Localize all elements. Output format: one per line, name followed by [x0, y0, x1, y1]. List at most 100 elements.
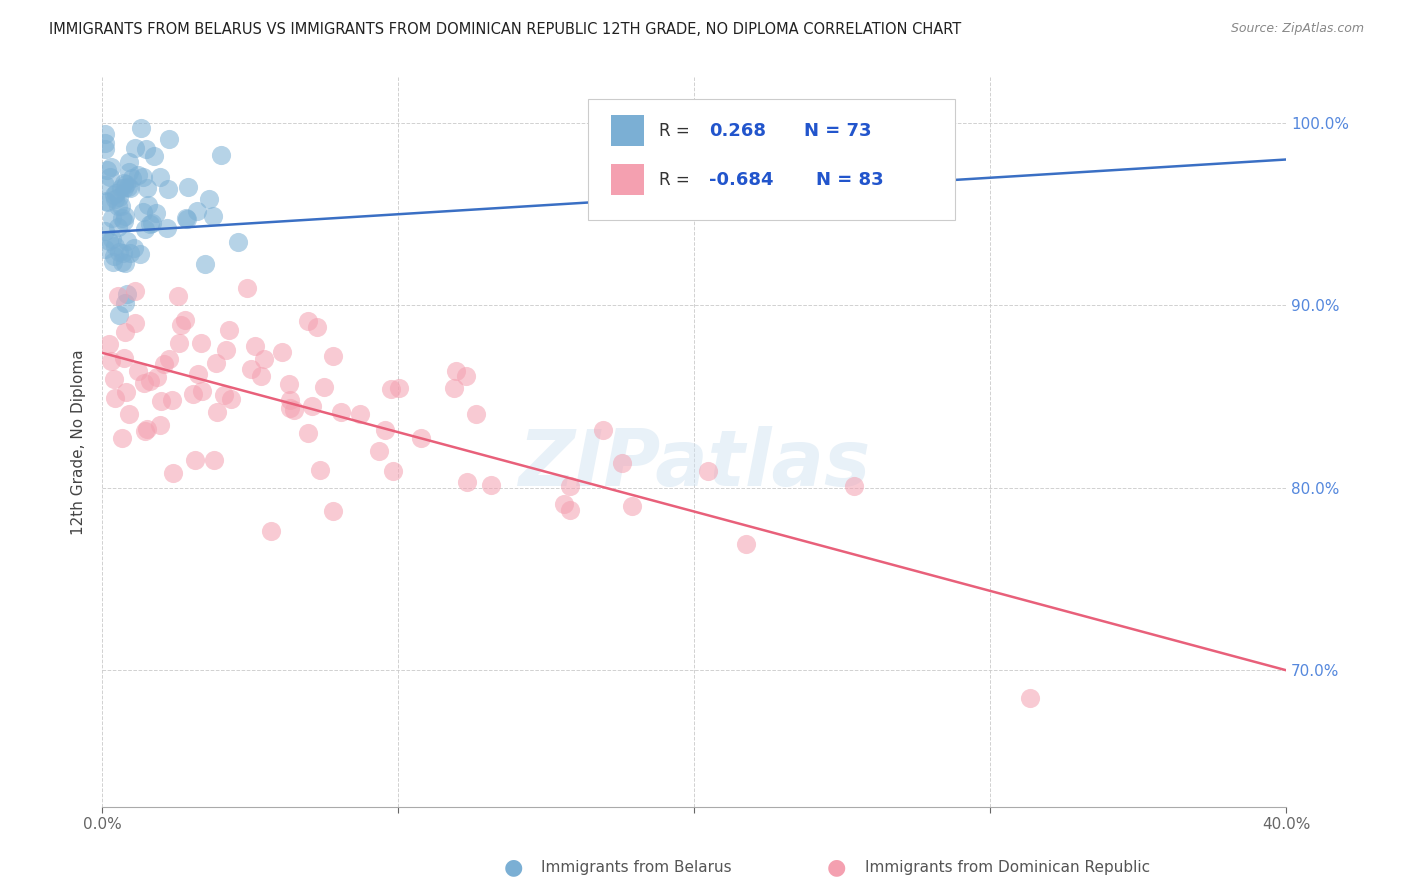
Point [322, 349, 344, 363]
Point [560, 479, 582, 493]
Point [136, 198, 159, 212]
Point [127, 168, 149, 182]
Point [94, 178, 117, 192]
Text: ZIPatlas: ZIPatlas [517, 426, 870, 502]
Point [100, 211, 122, 225]
Point [278, 401, 301, 415]
Point [156, 220, 179, 235]
Point [218, 323, 240, 337]
Point [240, 362, 263, 376]
Point [112, 176, 135, 190]
Point [117, 154, 139, 169]
Text: R =: R = [658, 121, 695, 140]
Point [190, 335, 212, 350]
Point [479, 478, 502, 492]
Point [443, 381, 465, 395]
Point [553, 497, 575, 511]
Point [145, 205, 167, 219]
Point [114, 384, 136, 399]
Point [157, 132, 180, 146]
Point [134, 221, 156, 235]
Text: R =: R = [658, 170, 695, 188]
Point [621, 499, 644, 513]
Point [104, 239, 127, 253]
Point [114, 210, 136, 224]
Point [94, 243, 117, 257]
Point [139, 218, 162, 232]
Point [104, 186, 127, 201]
Point [201, 209, 224, 223]
Point [100, 161, 122, 175]
Point [112, 214, 135, 228]
Point [94, 136, 117, 150]
Point [129, 246, 152, 260]
Point [107, 289, 129, 303]
Point [98, 170, 121, 185]
Point [277, 377, 299, 392]
Point [381, 464, 404, 478]
Point [157, 351, 180, 366]
Point [235, 281, 257, 295]
Point [204, 356, 226, 370]
Point [167, 335, 190, 350]
Point [135, 422, 157, 436]
Point [409, 431, 432, 445]
Point [134, 424, 156, 438]
Point [124, 141, 146, 155]
Point [322, 504, 344, 518]
Point [253, 352, 276, 367]
Point [380, 382, 402, 396]
Point [114, 325, 136, 339]
Point [1018, 690, 1040, 705]
Point [94, 194, 117, 209]
Text: Source: ZipAtlas.com: Source: ZipAtlas.com [1230, 22, 1364, 36]
FancyBboxPatch shape [588, 99, 955, 219]
Point [107, 245, 129, 260]
Point [107, 219, 129, 234]
Point [297, 314, 319, 328]
Bar [612, 115, 644, 146]
Point [114, 296, 136, 310]
Point [167, 289, 190, 303]
Point [212, 387, 235, 401]
Point [107, 198, 129, 212]
Point [162, 393, 184, 408]
Point [186, 204, 208, 219]
Point [118, 245, 141, 260]
Point [696, 465, 718, 479]
Point [94, 224, 117, 238]
Point [173, 313, 195, 327]
Point [112, 351, 135, 365]
Point [465, 407, 488, 421]
Point [558, 502, 581, 516]
Point [141, 216, 163, 230]
Text: -0.684: -0.684 [710, 170, 773, 188]
Point [117, 180, 139, 194]
Point [98, 234, 121, 248]
Point [307, 320, 329, 334]
Point [260, 524, 283, 538]
Text: ●: ● [503, 857, 523, 877]
Point [110, 181, 132, 195]
Point [112, 181, 135, 195]
Point [103, 255, 125, 269]
Point [176, 211, 198, 226]
Point [124, 285, 146, 299]
Point [170, 318, 193, 332]
Point [100, 232, 122, 246]
Bar [612, 164, 644, 194]
Text: ●: ● [827, 857, 846, 877]
Point [94, 142, 117, 156]
Point [454, 368, 477, 383]
Point [115, 178, 138, 192]
Point [127, 364, 149, 378]
Point [271, 344, 294, 359]
Point [176, 180, 198, 194]
Point [124, 316, 146, 330]
Point [114, 256, 136, 270]
Text: N = 73: N = 73 [804, 121, 872, 140]
Point [107, 190, 129, 204]
Point [143, 149, 166, 163]
Point [149, 417, 172, 432]
Text: 0.268: 0.268 [710, 121, 766, 140]
